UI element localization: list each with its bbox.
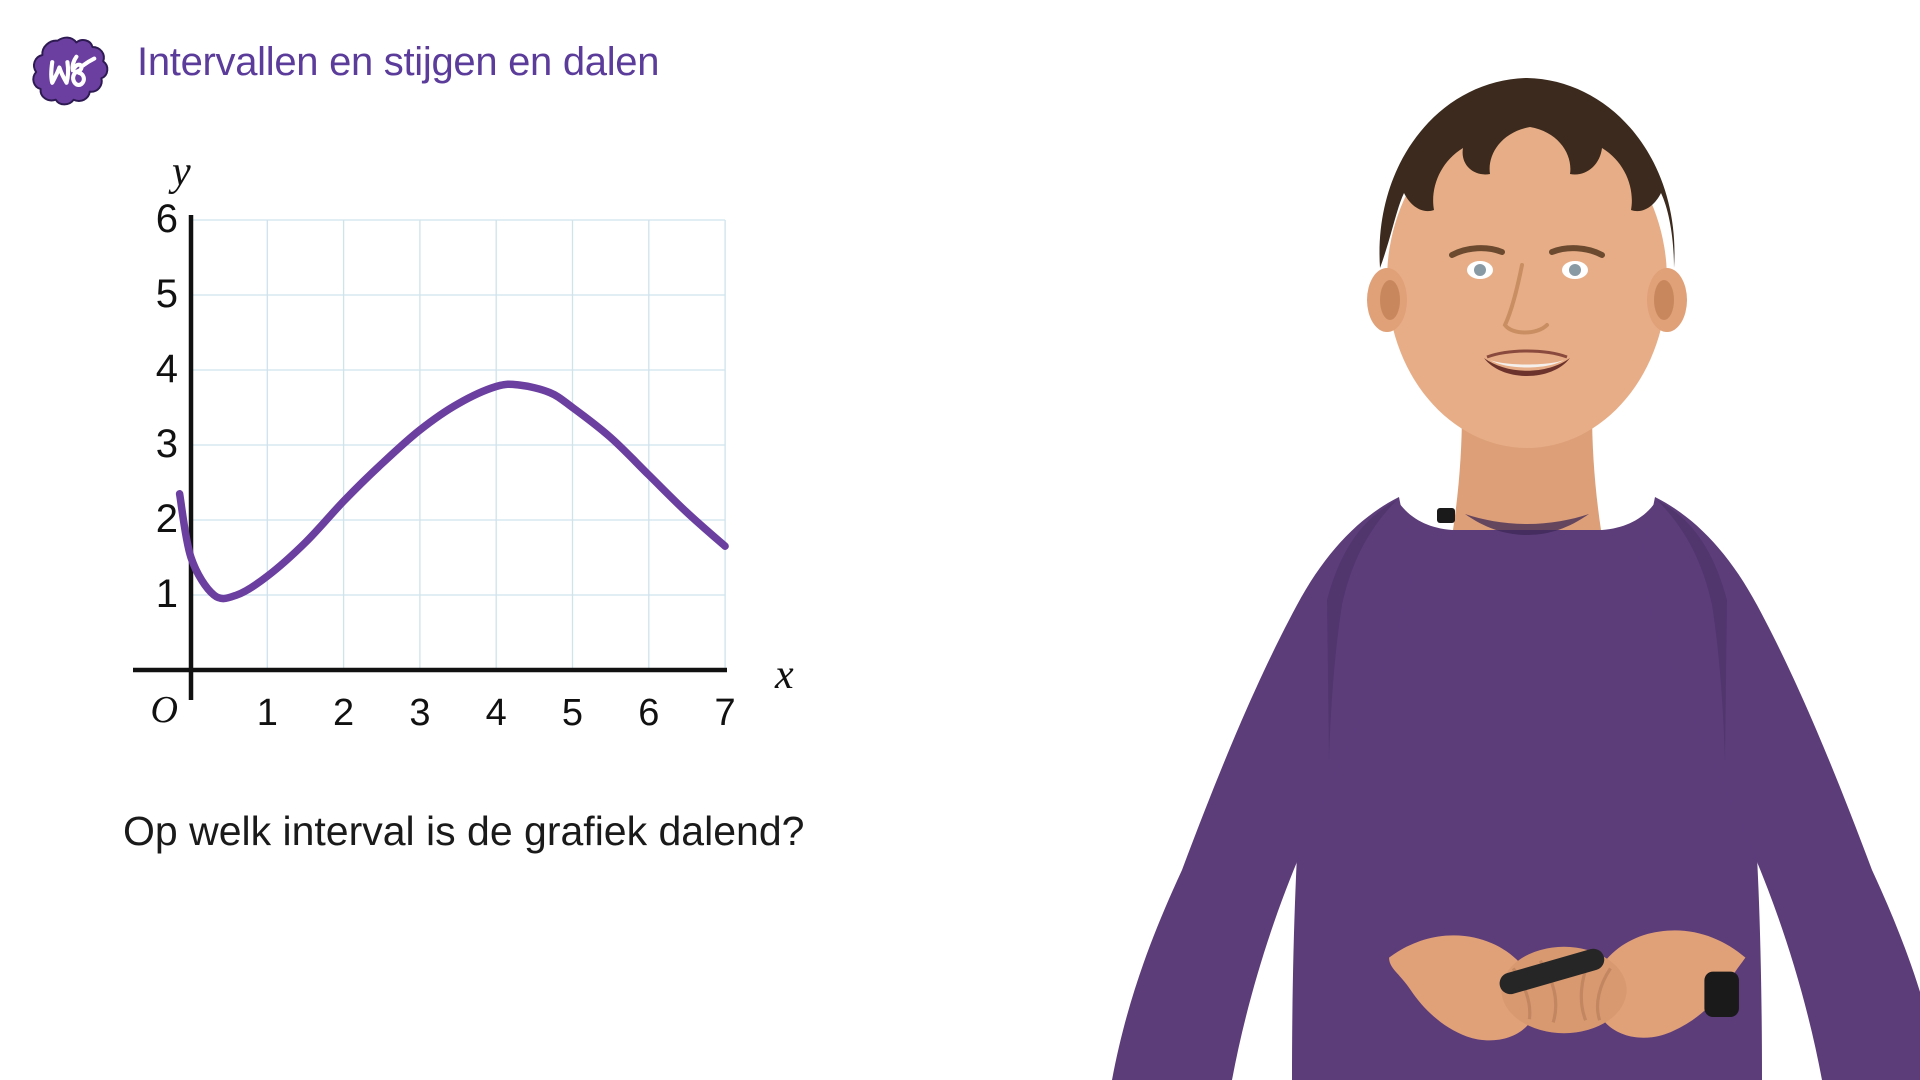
svg-text:6: 6 <box>638 692 659 734</box>
svg-text:3: 3 <box>409 692 430 734</box>
svg-text:x: x <box>774 652 794 698</box>
svg-text:4: 4 <box>156 347 178 391</box>
svg-text:O: O <box>151 689 178 731</box>
svg-text:2: 2 <box>333 692 354 734</box>
svg-text:y: y <box>168 149 191 195</box>
svg-text:1: 1 <box>156 572 178 616</box>
svg-text:4: 4 <box>486 692 507 734</box>
svg-text:6: 6 <box>156 197 178 241</box>
svg-text:7: 7 <box>715 692 736 734</box>
svg-text:5: 5 <box>562 692 583 734</box>
svg-text:5: 5 <box>156 272 178 316</box>
svg-text:1: 1 <box>257 692 278 734</box>
svg-text:3: 3 <box>156 422 178 466</box>
svg-text:2: 2 <box>156 497 178 541</box>
